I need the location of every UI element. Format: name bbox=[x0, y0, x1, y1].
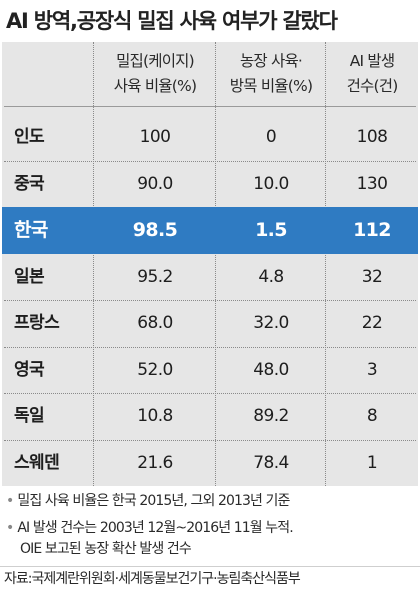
row-value-cases: 32 bbox=[361, 266, 383, 287]
row-divider bbox=[4, 439, 416, 441]
header-free-range-ratio-line1: 농장 사육· bbox=[239, 52, 303, 70]
header-divider bbox=[4, 106, 416, 107]
column-divider bbox=[325, 42, 326, 486]
row-value-cage: 68.0 bbox=[137, 313, 173, 333]
header-ai-cases-line1: AI 발생 bbox=[349, 52, 395, 70]
table-row: 중국 90.0 10.0 130 bbox=[2, 161, 418, 208]
table-row: 독일 10.8 89.2 8 bbox=[2, 393, 418, 440]
row-divider bbox=[4, 346, 416, 348]
header-free-range-ratio: 농장 사육· 방목 비율(%) bbox=[216, 42, 326, 106]
table-row: 프랑스 68.0 32.0 22 bbox=[2, 300, 418, 347]
row-country: 프랑스 bbox=[14, 313, 60, 333]
footnote-2-text: AI 발생 건수는 2003년 12월~2016년 11월 누적. bbox=[17, 520, 293, 536]
row-value-cage: 52.0 bbox=[137, 359, 173, 380]
footnote-1-text: 밀집 사육 비율은 한국 2015년, 그외 2013년 기준 bbox=[17, 493, 290, 509]
row-value-free: 89.2 bbox=[253, 406, 289, 426]
row-value-cases: 22 bbox=[361, 313, 383, 333]
row-value-cases: 3 bbox=[366, 359, 378, 380]
row-value-free: 4.8 bbox=[258, 266, 284, 287]
row-value-free: 78.4 bbox=[253, 452, 289, 473]
row-value-cases: 130 bbox=[356, 173, 388, 194]
row-country: 인도 bbox=[14, 127, 45, 147]
row-value-cases: 8 bbox=[366, 406, 378, 426]
row-country: 중국 bbox=[14, 173, 45, 194]
row-value-cases: 108 bbox=[356, 127, 388, 147]
column-divider bbox=[215, 42, 216, 486]
table-row: 한국 98.5 1.5 112 bbox=[2, 207, 418, 254]
table-row: 영국 52.0 48.0 3 bbox=[2, 347, 418, 394]
row-value-cage: 100 bbox=[139, 127, 171, 147]
chart-title: AI 방역,공장식 밀집 사육 여부가 갈랐다 bbox=[6, 9, 338, 33]
row-divider bbox=[4, 300, 416, 301]
row-value-free: 32.0 bbox=[253, 313, 289, 333]
table-row: 인도 100 0 108 bbox=[2, 114, 418, 161]
header-cage-ratio-line2: 사육 비율(%) bbox=[113, 77, 197, 95]
row-value-free: 10.0 bbox=[253, 173, 289, 194]
row-country: 스웨덴 bbox=[14, 452, 60, 473]
row-country: 독일 bbox=[14, 406, 45, 426]
header-free-range-ratio-line2: 방목 비율(%) bbox=[229, 77, 313, 95]
row-value-cage: 95.2 bbox=[137, 266, 173, 287]
row-divider bbox=[4, 160, 416, 162]
row-value-cage: 10.8 bbox=[137, 406, 173, 426]
row-country: 일본 bbox=[14, 266, 45, 287]
header-ai-cases: AI 발생 건수(건) bbox=[326, 42, 418, 106]
footnote-2-continued: OIE 보고된 농장 확산 발생 건수 bbox=[20, 541, 192, 557]
row-value-free: 0 bbox=[265, 127, 277, 147]
source-credit: 자료:국제계란위원회·세계동물보건기구·농림축산식품부 bbox=[0, 566, 420, 592]
row-divider bbox=[4, 393, 416, 394]
row-country: 한국 bbox=[14, 219, 48, 241]
row-value-cage: 21.6 bbox=[137, 452, 173, 473]
data-table: 밀집(케이지) 사육 비율(%) 농장 사육· 방목 비율(%) AI 발생 건… bbox=[2, 42, 418, 486]
column-divider bbox=[93, 42, 94, 486]
row-value-free: 1.5 bbox=[255, 219, 287, 241]
bullet-icon: • bbox=[6, 493, 14, 509]
row-value-free: 48.0 bbox=[253, 359, 289, 380]
header-cage-ratio: 밀집(케이지) 사육 비율(%) bbox=[94, 42, 216, 106]
footnote-1: • 밀집 사육 비율은 한국 2015년, 그외 2013년 기준 bbox=[6, 491, 290, 512]
row-value-cases: 1 bbox=[366, 452, 378, 473]
row-value-cage: 98.5 bbox=[132, 219, 178, 241]
table-row: 스웨덴 21.6 78.4 1 bbox=[2, 440, 418, 487]
row-country: 영국 bbox=[14, 359, 45, 380]
footnote-2: • AI 발생 건수는 2003년 12월~2016년 11월 누적. bbox=[6, 518, 294, 539]
row-value-cases: 112 bbox=[353, 219, 391, 241]
header-cage-ratio-line1: 밀집(케이지) bbox=[116, 52, 195, 70]
bullet-icon: • bbox=[6, 520, 14, 536]
row-value-cage: 90.0 bbox=[137, 173, 173, 194]
header-ai-cases-line2: 건수(건) bbox=[346, 77, 399, 95]
table-body: 인도 100 0 108 중국 90.0 10.0 130 한국 98.5 1.5 112 일본 95.2… bbox=[2, 114, 418, 486]
table-row: 일본 95.2 4.8 32 bbox=[2, 254, 418, 301]
